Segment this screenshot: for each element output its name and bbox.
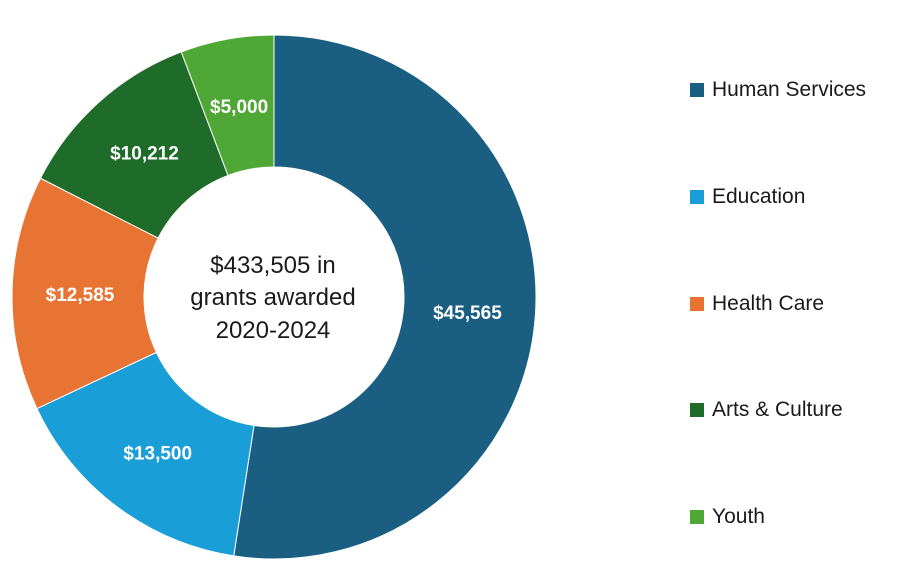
center-label-line-1: $433,505 in	[210, 252, 335, 279]
legend-item-youth: Youth	[690, 502, 765, 532]
legend: Human Services Education Health Care Art…	[690, 0, 901, 585]
slice-label-human-services: $45,565	[433, 303, 502, 324]
legend-swatch-health-care	[690, 297, 704, 311]
legend-label-human-services: Human Services	[712, 78, 867, 101]
slice-labels-layer: $45,565 $13,500 $12,585 $10,212 $5,000	[46, 97, 503, 464]
slice-label-education: $13,500	[123, 443, 192, 464]
legend-label-health-care: Health Care	[712, 292, 825, 315]
slice-label-youth: $5,000	[210, 97, 268, 118]
legend-swatch-arts-culture	[690, 403, 704, 417]
slice-youth	[180, 34, 275, 177]
legend-label-arts-culture: Arts & Culture	[712, 398, 843, 421]
donut-chart-svg: $45,565 $13,500 $12,585 $10,212 $5,000 $433,…	[11, 34, 537, 560]
center-label-line-3: 2020-2024	[216, 317, 331, 344]
legend-label-education: Education	[712, 185, 806, 208]
legend-swatch-youth	[690, 510, 704, 524]
legend-swatch-human-services	[690, 83, 704, 97]
legend-label-youth: Youth	[712, 505, 765, 528]
slice-health-care	[11, 177, 159, 410]
legend-item-education: Education	[690, 182, 805, 212]
legend-item-health-care: Health Care	[690, 289, 824, 319]
slices-layer	[11, 34, 537, 560]
center-label: $433,505 in grants awarded 2020-2024	[190, 252, 355, 344]
legend-item-human-services: Human Services	[690, 75, 866, 105]
slice-education	[36, 351, 255, 557]
slice-label-health-care: $12,585	[46, 285, 115, 306]
legend-item-arts-culture: Arts & Culture	[690, 395, 843, 425]
slice-label-arts-culture: $10,212	[110, 144, 179, 165]
legend-swatch-education	[690, 190, 704, 204]
slice-human-services	[233, 34, 537, 560]
center-label-line-2: grants awarded	[190, 284, 355, 311]
